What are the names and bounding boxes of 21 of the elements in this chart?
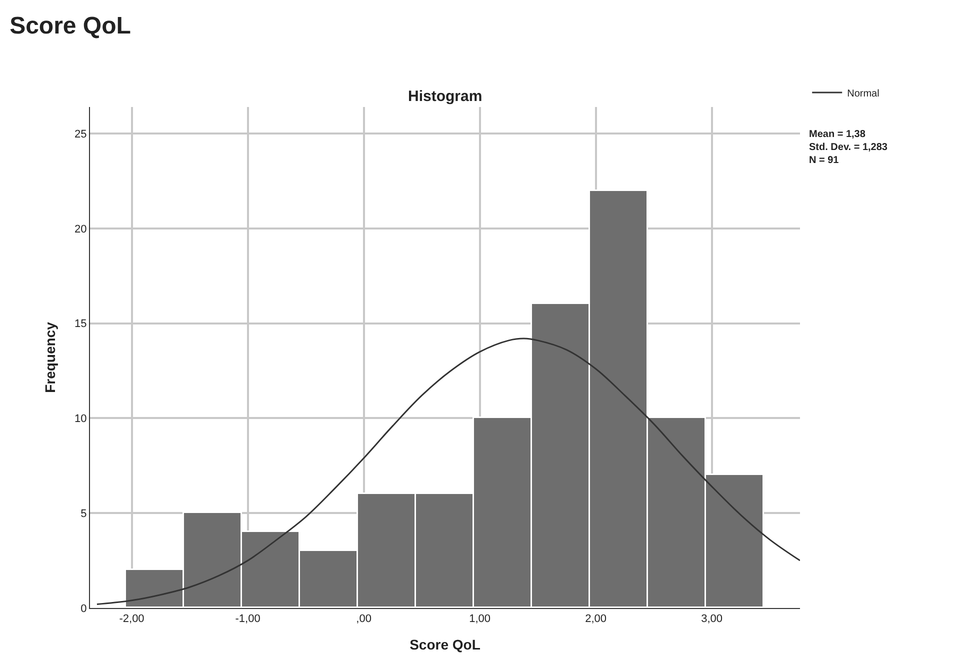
y-tick-label: 20 <box>74 223 87 236</box>
y-tick-label: 5 <box>80 508 87 520</box>
x-tick-label: 2,00 <box>585 613 607 626</box>
y-tick-label: 25 <box>74 128 87 140</box>
text: Std. Dev. = 1,283 <box>809 142 888 153</box>
y-tick-label: 0 <box>80 602 87 615</box>
legend-label: Normal <box>847 88 880 100</box>
text: N = 91 <box>809 155 840 166</box>
line-series <box>96 338 800 605</box>
x-axis-title: Score QoL <box>410 636 481 652</box>
text: Mean = 1,38 <box>809 129 866 140</box>
y-tick-label: 10 <box>74 413 87 426</box>
x-tick-label: ,00 <box>356 613 372 626</box>
x-tick-label: -2,00 <box>119 613 144 626</box>
chart-title: Score QoL <box>10 12 131 40</box>
y-axis-title: Frequency <box>42 322 58 393</box>
chart-subtitle: Histogram <box>408 88 482 105</box>
y-tick-label: 15 <box>74 318 87 330</box>
x-tick-label: 1,00 <box>469 613 491 626</box>
x-tick-label: -1,00 <box>235 613 260 626</box>
x-tick-label: 3,00 <box>701 613 723 626</box>
